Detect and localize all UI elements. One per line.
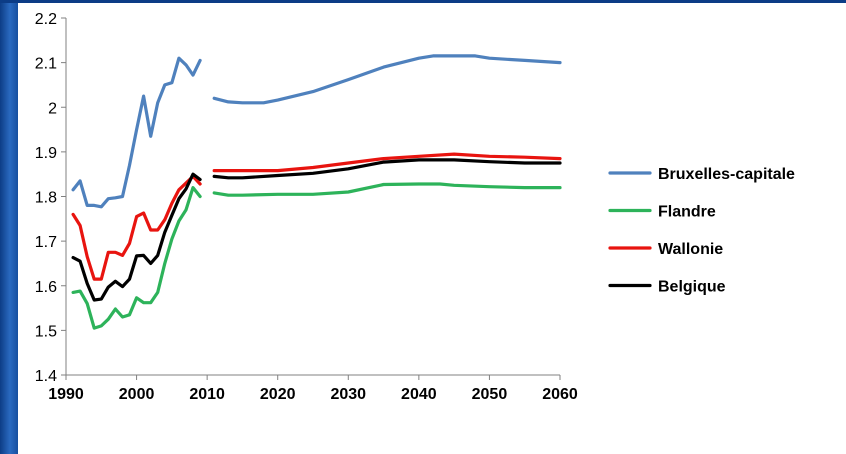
legend: Bruxelles-capitale Flandre Wallonie Belgiqu… — [608, 166, 795, 296]
series-lines — [71, 54, 562, 330]
legend-label-bruxelles-capitale: Bruxelles-capitale — [658, 166, 795, 183]
legend-label-wallonie: Wallonie — [658, 241, 723, 258]
y-tick-label: 1.8 — [35, 190, 57, 207]
x-tick-label: 1990 — [48, 386, 84, 403]
series-line-flandre-segment-1 — [71, 186, 202, 330]
series-line-belgique-segment-2 — [212, 158, 562, 180]
x-tick-label: 2040 — [401, 386, 437, 403]
x-tick-label: 2030 — [330, 386, 366, 403]
y-axis: 1.4 1.5 1.6 1.7 1.8 1.9 2 2.1 2.2 — [35, 11, 67, 385]
series-line-bruxelles-capitale-segment-1 — [71, 56, 202, 209]
series-line-wallonie-segment-2 — [212, 152, 562, 173]
slide-top-bar — [0, 0, 846, 3]
legend-label-belgique: Belgique — [658, 279, 726, 296]
series-line-wallonie-segment-1 — [71, 174, 202, 281]
y-tick-label: 1.6 — [35, 279, 57, 296]
legend-label-flandre: Flandre — [658, 204, 716, 221]
y-tick-label: 2.1 — [35, 56, 57, 73]
series-line-flandre-segment-2 — [212, 182, 562, 197]
y-tick-label: 1.4 — [35, 368, 57, 385]
y-tick-label: 2.2 — [35, 11, 57, 28]
x-tick-label: 2010 — [189, 386, 225, 403]
y-tick-label: 2 — [48, 100, 57, 117]
x-tick-label: 2020 — [260, 386, 296, 403]
x-tick-label: 2050 — [472, 386, 508, 403]
series-line-belgique-segment-1 — [71, 172, 202, 302]
y-tick-label: 1.7 — [35, 234, 57, 251]
x-tick-label: 2000 — [119, 386, 155, 403]
x-tick-label: 2060 — [542, 386, 578, 403]
chart-area: 1.4 1.5 1.6 1.7 1.8 1.9 2 2.1 2.2 1990 2000 2010 20… — [18, 3, 846, 454]
series-line-bruxelles-capitale-segment-2 — [212, 54, 562, 105]
y-tick-label: 1.9 — [35, 145, 57, 162]
y-tick-label: 1.5 — [35, 323, 57, 340]
line-chart: 1.4 1.5 1.6 1.7 1.8 1.9 2 2.1 2.2 1990 2000 2010 20… — [35, 11, 795, 403]
x-axis: 1990 2000 2010 2020 2030 2040 2050 2060 — [48, 374, 578, 403]
